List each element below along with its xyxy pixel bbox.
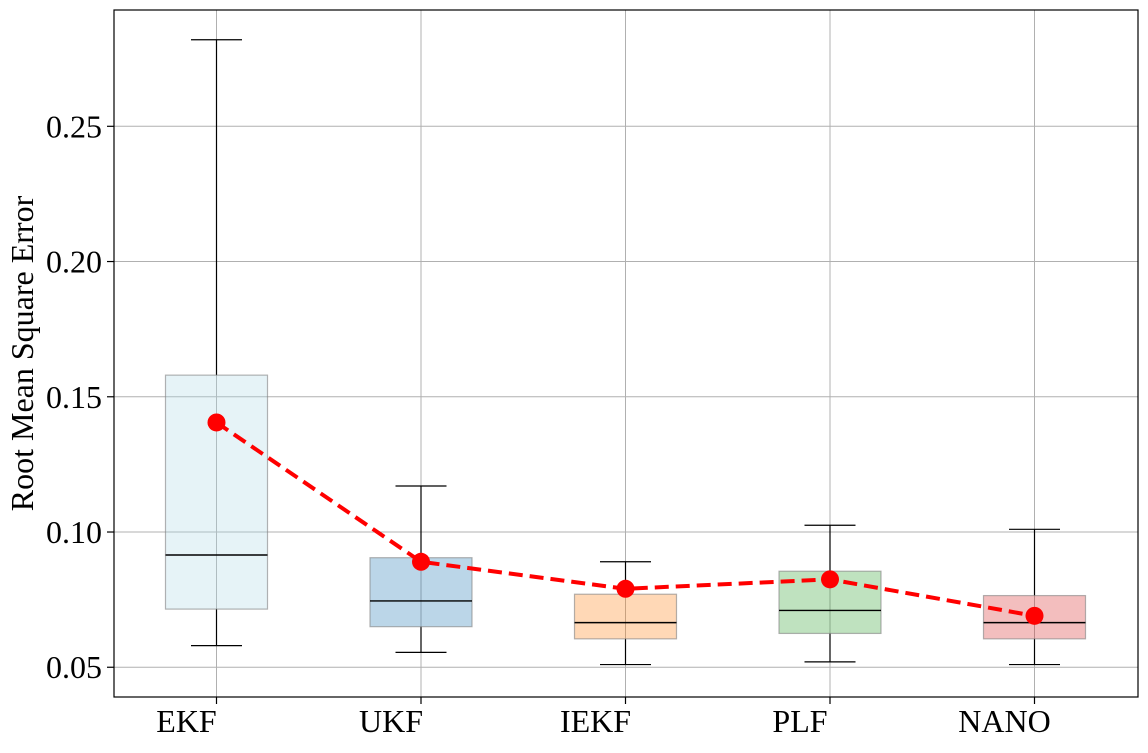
mean-point	[616, 579, 635, 598]
y-axis-label: Root Mean Square Error	[4, 195, 40, 511]
y-tick-label: 0.25	[46, 108, 102, 144]
box-plf	[778, 524, 882, 663]
box-nano	[982, 528, 1087, 666]
box-iqr	[573, 593, 678, 640]
y-tick-label: 0.10	[46, 514, 102, 550]
y-tick-label: 0.15	[46, 379, 102, 415]
x-tick-label: IEKF	[560, 703, 631, 739]
x-tick-label: NANO	[958, 703, 1050, 739]
box-iekf	[573, 561, 678, 666]
mean-point	[821, 570, 839, 589]
x-tick-label: EKF	[156, 703, 216, 739]
y-tick-label: 0.05	[46, 649, 102, 685]
mean-point	[412, 552, 430, 571]
mean-layer	[207, 413, 1044, 625]
x-tick-label: PLF	[772, 703, 827, 739]
x-tick-label: UKF	[359, 703, 423, 739]
axis-layer: 0.05 0.10 0.15 0.20 0.25 EKF UKF IEKF PLF NANO	[46, 108, 1051, 739]
y-tick-label: 0.20	[46, 244, 102, 280]
box-ekf	[164, 39, 269, 647]
mean-point	[1025, 606, 1044, 625]
box-iqr	[164, 374, 269, 610]
mean-point	[207, 413, 226, 432]
